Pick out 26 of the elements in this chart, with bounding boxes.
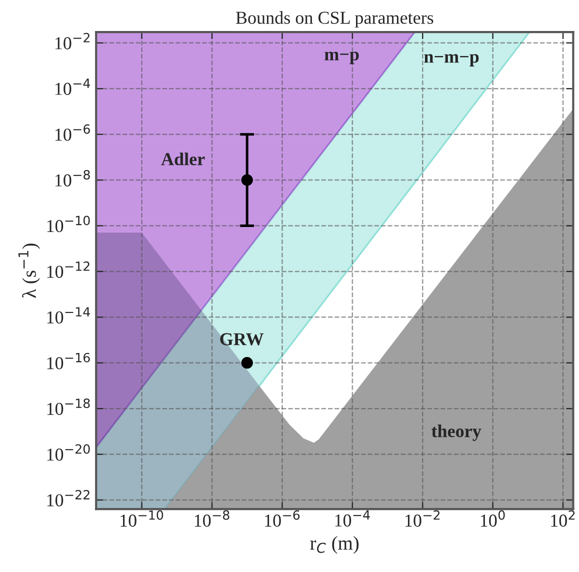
x-tick-label: 10$^{−4}$ xyxy=(335,510,370,527)
y-axis-title: λ (s$^{−1}$) xyxy=(18,244,40,298)
x-tick-label: 10$^{2}$ xyxy=(551,510,575,527)
annotation: GRW xyxy=(220,333,264,346)
x-tick-label: 10$^{0}$ xyxy=(480,510,505,527)
y-tick-label: 10$^{−8}$ xyxy=(55,170,90,186)
annotation: m−p xyxy=(324,52,359,64)
y-tick-label: 10$^{−16}$ xyxy=(47,352,90,370)
y-tick-label: 10$^{−12}$ xyxy=(47,261,90,278)
chart-title: Bounds on CSL parameters xyxy=(236,11,434,28)
y-tick-label: 10$^{−22}$ xyxy=(47,490,90,506)
y-tick-label: 10$^{−4}$ xyxy=(55,78,90,95)
x-axis-title: r$_{C}$ (m) xyxy=(310,536,359,554)
x-tick-label: 10$^{−10}$ xyxy=(120,510,164,527)
x-tick-label: 10$^{−2}$ xyxy=(406,510,440,527)
y-tick-label: 10$^{−2}$ xyxy=(55,32,90,50)
x-tick-label: 10$^{−8}$ xyxy=(194,510,230,527)
y-tick-label: 10$^{−10}$ xyxy=(47,216,90,232)
y-tick-label: 10$^{−18}$ xyxy=(47,398,90,415)
y-tick-label: 10$^{−14}$ xyxy=(47,307,90,324)
y-tick-label: 10$^{−6}$ xyxy=(55,124,90,141)
annotation: n−m−p xyxy=(424,54,479,66)
annotation: Adler xyxy=(161,152,205,166)
annotation: theory xyxy=(432,424,482,441)
y-tick-label: 10$^{−20}$ xyxy=(47,444,90,461)
x-tick-label: 10$^{−6}$ xyxy=(265,510,300,527)
